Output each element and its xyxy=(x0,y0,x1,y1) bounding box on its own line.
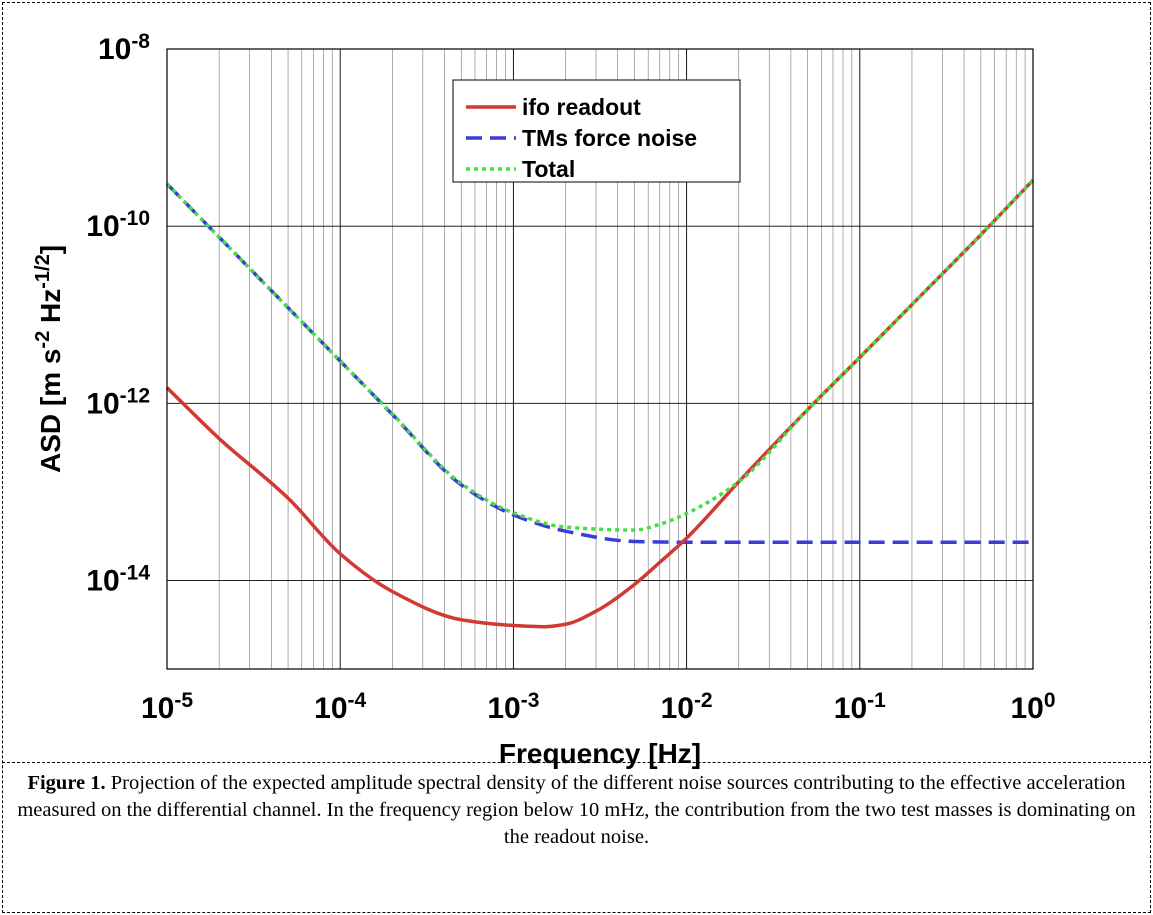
y-tick-labels: 10-14 10-12 10-10 10-8 xyxy=(86,30,150,598)
x-tick-label: 10-4 xyxy=(314,689,366,726)
y-axis-title-sup2: -1/2 xyxy=(32,254,54,288)
y-axis-title-sup1: -2 xyxy=(32,331,54,349)
y-tick-label: 10-10 xyxy=(86,207,150,244)
x-tick-label: 10-2 xyxy=(661,689,713,726)
legend-label: TMs force noise xyxy=(522,125,697,151)
y-axis-title: ASD [m s-2 Hz-1/2] xyxy=(32,245,66,473)
caption-label: Figure 1. xyxy=(27,772,106,794)
y-axis-title-mid: Hz xyxy=(35,289,66,331)
x-axis-title: Frequency [Hz] xyxy=(499,738,701,769)
y-axis-title-suffix: ] xyxy=(35,245,66,254)
legend-label: ifo readout xyxy=(522,94,641,120)
x-tick-label: 10-5 xyxy=(141,689,193,726)
y-tick-label: 10-14 xyxy=(86,561,150,598)
legend-box xyxy=(452,79,741,183)
caption-text: Projection of the expected amplitude spe… xyxy=(17,772,1136,848)
series-line-total xyxy=(165,179,1035,532)
figure-caption: Figure 1. Projection of the expected amp… xyxy=(10,770,1143,851)
y-tick-label: 10-12 xyxy=(86,384,150,421)
legend-label: Total xyxy=(522,156,575,182)
series-layer xyxy=(165,179,1035,629)
legend: ifo readout TMs force noise Total xyxy=(452,79,741,183)
plot-frame xyxy=(166,48,1034,670)
caption-frame xyxy=(2,762,1151,913)
x-tick-labels: 10-5 10-4 10-3 10-2 10-1 100 xyxy=(141,689,1056,726)
x-tick-label: 100 xyxy=(1010,689,1055,726)
x-tick-label: 10-3 xyxy=(487,689,539,726)
y-tick-label: 10-8 xyxy=(98,30,150,67)
y-axis-title-prefix: ASD [m s xyxy=(35,349,66,473)
x-tick-label: 10-1 xyxy=(834,689,886,726)
